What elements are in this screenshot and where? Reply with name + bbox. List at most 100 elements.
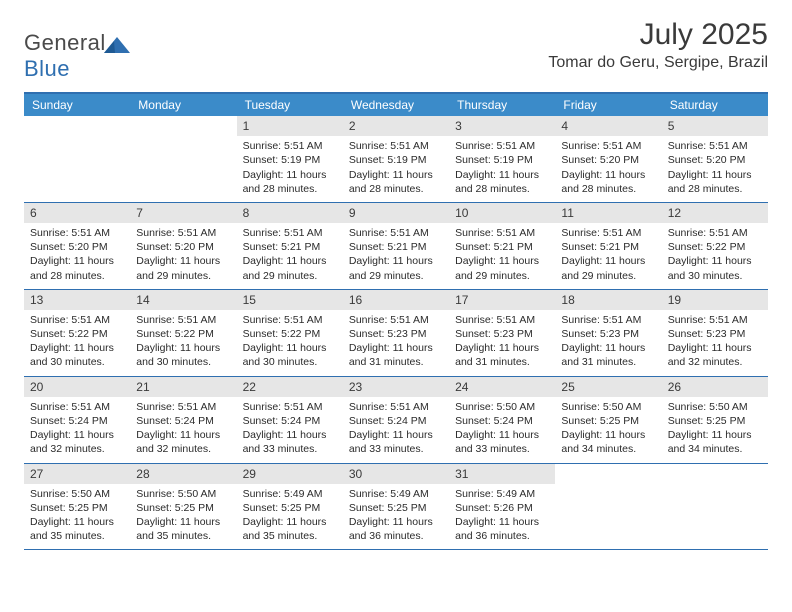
day-cell: 27Sunrise: 5:50 AMSunset: 5:25 PMDayligh… bbox=[24, 464, 130, 550]
sunrise-line: Sunrise: 5:51 AM bbox=[136, 400, 230, 414]
day-number-bar: 9 bbox=[343, 203, 449, 223]
weekday-header: Sunday bbox=[24, 94, 130, 116]
sunset-line: Sunset: 5:22 PM bbox=[243, 327, 337, 341]
daylight-line: Daylight: 11 hours and 30 minutes. bbox=[668, 254, 762, 282]
sunset-line: Sunset: 5:20 PM bbox=[136, 240, 230, 254]
day-number: 8 bbox=[243, 205, 337, 221]
weekday-header: Tuesday bbox=[237, 94, 343, 116]
day-number-bar: 17 bbox=[449, 290, 555, 310]
day-cell: 17 Sunrise: 5:51 AMSunset: 5:23 PMDayligh… bbox=[449, 290, 555, 376]
sunset-line: Sunset: 5:24 PM bbox=[243, 414, 337, 428]
sunset-line: Sunset: 5:23 PM bbox=[668, 327, 762, 341]
sunset-line: Sunset: 5:24 PM bbox=[136, 414, 230, 428]
day-number: 16 bbox=[349, 292, 443, 308]
day-number-bar: 5 bbox=[662, 116, 768, 136]
day-number-bar: 2 bbox=[343, 116, 449, 136]
day-number: 26 bbox=[668, 379, 762, 395]
day-number: 30 bbox=[349, 466, 443, 482]
sunrise-line: Sunrise: 5:51 AM bbox=[30, 313, 124, 327]
sunset-line: Sunset: 5:21 PM bbox=[243, 240, 337, 254]
day-number: 21 bbox=[136, 379, 230, 395]
day-number-bar: 19 bbox=[662, 290, 768, 310]
day-cell bbox=[130, 116, 236, 202]
sunset-line: Sunset: 5:24 PM bbox=[349, 414, 443, 428]
daylight-line: Daylight: 11 hours and 31 minutes. bbox=[349, 341, 443, 369]
day-number-bar: 10 bbox=[449, 203, 555, 223]
sunset-line: Sunset: 5:23 PM bbox=[455, 327, 549, 341]
sunset-line: Sunset: 5:25 PM bbox=[30, 501, 124, 515]
day-number: 15 bbox=[243, 292, 337, 308]
sunset-line: Sunset: 5:21 PM bbox=[455, 240, 549, 254]
day-cell: 30Sunrise: 5:49 AMSunset: 5:25 PMDayligh… bbox=[343, 464, 449, 550]
day-number: 20 bbox=[30, 379, 124, 395]
brand-name: GeneralBlue bbox=[24, 30, 130, 82]
day-number-bar: 31 bbox=[449, 464, 555, 484]
daylight-line: Daylight: 11 hours and 29 minutes. bbox=[243, 254, 337, 282]
day-number: 11 bbox=[561, 205, 655, 221]
daylight-line: Daylight: 11 hours and 30 minutes. bbox=[136, 341, 230, 369]
day-cell: 15Sunrise: 5:51 AMSunset: 5:22 PMDayligh… bbox=[237, 290, 343, 376]
day-number-bar: 18 bbox=[555, 290, 661, 310]
day-number: 6 bbox=[30, 205, 124, 221]
day-number-bar: 30 bbox=[343, 464, 449, 484]
daylight-line: Daylight: 11 hours and 32 minutes. bbox=[30, 428, 124, 456]
day-number-bar: 12 bbox=[662, 203, 768, 223]
weekday-header: Thursday bbox=[449, 94, 555, 116]
sunrise-line: Sunrise: 5:51 AM bbox=[455, 313, 549, 327]
sunrise-line: Sunrise: 5:51 AM bbox=[243, 226, 337, 240]
day-number: 4 bbox=[561, 118, 655, 134]
daylight-line: Daylight: 11 hours and 28 minutes. bbox=[561, 168, 655, 196]
sunset-line: Sunset: 5:19 PM bbox=[349, 153, 443, 167]
daylight-line: Daylight: 11 hours and 35 minutes. bbox=[136, 515, 230, 543]
daylight-line: Daylight: 11 hours and 36 minutes. bbox=[349, 515, 443, 543]
day-number: 17 bbox=[455, 292, 549, 308]
day-number-bar: 28 bbox=[130, 464, 236, 484]
day-number-bar: 7 bbox=[130, 203, 236, 223]
sunrise-line: Sunrise: 5:50 AM bbox=[668, 400, 762, 414]
week-row: 1Sunrise: 5:51 AMSunset: 5:19 PMDaylight… bbox=[24, 116, 768, 203]
day-cell: 29Sunrise: 5:49 AMSunset: 5:25 PMDayligh… bbox=[237, 464, 343, 550]
daylight-line: Daylight: 11 hours and 28 minutes. bbox=[243, 168, 337, 196]
sunrise-line: Sunrise: 5:51 AM bbox=[668, 313, 762, 327]
day-number: 25 bbox=[561, 379, 655, 395]
day-number: 2 bbox=[349, 118, 443, 134]
daylight-line: Daylight: 11 hours and 31 minutes. bbox=[455, 341, 549, 369]
daylight-line: Daylight: 11 hours and 29 minutes. bbox=[455, 254, 549, 282]
week-row: 20Sunrise: 5:51 AMSunset: 5:24 PMDayligh… bbox=[24, 377, 768, 464]
day-cell: 24Sunrise: 5:50 AMSunset: 5:24 PMDayligh… bbox=[449, 377, 555, 463]
daylight-line: Daylight: 11 hours and 29 minutes. bbox=[561, 254, 655, 282]
day-number: 1 bbox=[243, 118, 337, 134]
sunset-line: Sunset: 5:21 PM bbox=[349, 240, 443, 254]
day-cell: 26Sunrise: 5:50 AMSunset: 5:25 PMDayligh… bbox=[662, 377, 768, 463]
sunrise-line: Sunrise: 5:51 AM bbox=[243, 400, 337, 414]
day-cell: 18Sunrise: 5:51 AMSunset: 5:23 PMDayligh… bbox=[555, 290, 661, 376]
sunset-line: Sunset: 5:23 PM bbox=[561, 327, 655, 341]
brand-logo: GeneralBlue bbox=[24, 18, 130, 82]
daylight-line: Daylight: 11 hours and 30 minutes. bbox=[243, 341, 337, 369]
day-number-bar: 3 bbox=[449, 116, 555, 136]
sunset-line: Sunset: 5:21 PM bbox=[561, 240, 655, 254]
day-cell: 5Sunrise: 5:51 AMSunset: 5:20 PMDaylight… bbox=[662, 116, 768, 202]
day-number-bar: 15 bbox=[237, 290, 343, 310]
calendar-grid: SundayMondayTuesdayWednesdayThursdayFrid… bbox=[24, 92, 768, 550]
sunset-line: Sunset: 5:22 PM bbox=[136, 327, 230, 341]
sunrise-line: Sunrise: 5:50 AM bbox=[561, 400, 655, 414]
day-number-bar: 6 bbox=[24, 203, 130, 223]
day-number: 10 bbox=[455, 205, 549, 221]
daylight-line: Daylight: 11 hours and 34 minutes. bbox=[668, 428, 762, 456]
sunrise-line: Sunrise: 5:51 AM bbox=[243, 139, 337, 153]
sunrise-line: Sunrise: 5:51 AM bbox=[30, 226, 124, 240]
sunset-line: Sunset: 5:22 PM bbox=[30, 327, 124, 341]
daylight-line: Daylight: 11 hours and 28 minutes. bbox=[349, 168, 443, 196]
sunset-line: Sunset: 5:23 PM bbox=[349, 327, 443, 341]
sunrise-line: Sunrise: 5:51 AM bbox=[349, 313, 443, 327]
day-number: 9 bbox=[349, 205, 443, 221]
daylight-line: Daylight: 11 hours and 32 minutes. bbox=[668, 341, 762, 369]
day-cell: 20Sunrise: 5:51 AMSunset: 5:24 PMDayligh… bbox=[24, 377, 130, 463]
day-cell: 28Sunrise: 5:50 AMSunset: 5:25 PMDayligh… bbox=[130, 464, 236, 550]
sunset-line: Sunset: 5:24 PM bbox=[30, 414, 124, 428]
day-number-bar: 26 bbox=[662, 377, 768, 397]
day-cell: 3Sunrise: 5:51 AMSunset: 5:19 PMDaylight… bbox=[449, 116, 555, 202]
day-number: 24 bbox=[455, 379, 549, 395]
day-number-bar: 23 bbox=[343, 377, 449, 397]
